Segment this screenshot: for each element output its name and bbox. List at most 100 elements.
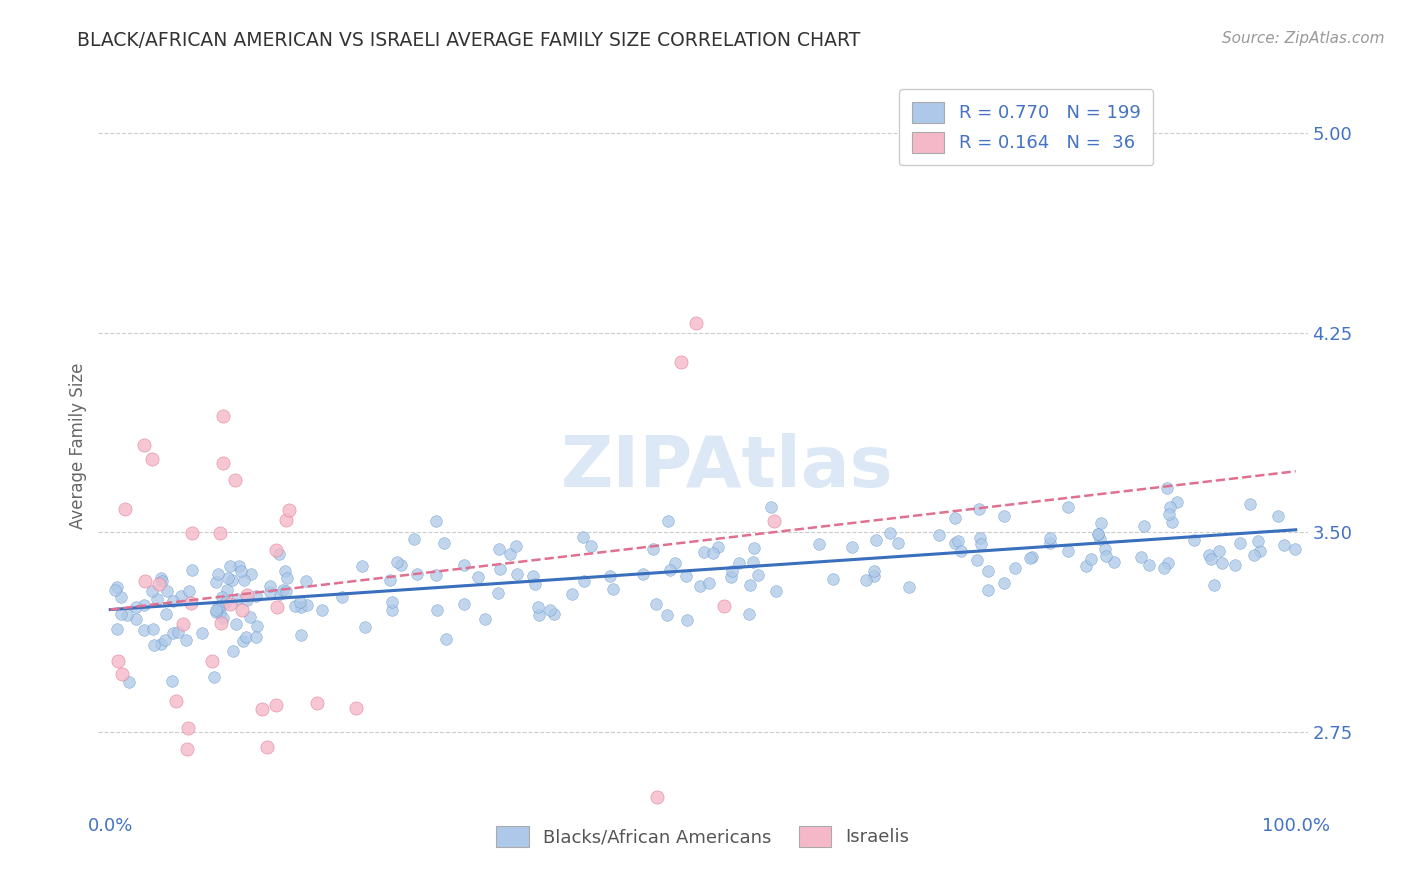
Point — [538, 603, 561, 617]
Point — [1243, 549, 1265, 563]
Point — [107, 654, 129, 668]
Point — [1102, 555, 1125, 569]
Point — [488, 541, 510, 556]
Point — [132, 598, 155, 612]
Point — [523, 577, 546, 591]
Point — [132, 438, 155, 452]
Point — [738, 578, 761, 592]
Point — [174, 633, 197, 648]
Point — [467, 570, 489, 584]
Point — [969, 531, 991, 545]
Point — [713, 599, 735, 613]
Text: BLACK/AFRICAN AMERICAN VS ISRAELI AVERAGE FAMILY SIZE CORRELATION CHART: BLACK/AFRICAN AMERICAN VS ISRAELI AVERAG… — [77, 31, 860, 50]
Point — [205, 605, 228, 619]
Point — [233, 573, 256, 587]
Point — [150, 574, 173, 589]
Text: ZIPAtlas: ZIPAtlas — [561, 434, 893, 502]
Point — [579, 539, 602, 553]
Point — [176, 741, 198, 756]
Point — [141, 452, 163, 467]
Point — [522, 569, 544, 583]
Point — [290, 628, 312, 642]
Point — [132, 623, 155, 637]
Point — [162, 626, 184, 640]
Point — [425, 514, 447, 528]
Point — [707, 540, 730, 554]
Point — [1153, 561, 1175, 575]
Point — [1080, 551, 1102, 566]
Point — [141, 584, 163, 599]
Point — [855, 573, 877, 587]
Point — [274, 512, 297, 526]
Point — [350, 559, 373, 574]
Point — [1057, 500, 1080, 514]
Point — [202, 670, 225, 684]
Point — [235, 630, 257, 644]
Point — [967, 501, 990, 516]
Point — [645, 790, 668, 805]
Point — [1129, 550, 1152, 565]
Point — [385, 555, 408, 569]
Point — [1088, 532, 1111, 546]
Point — [153, 633, 176, 648]
Point — [685, 316, 707, 330]
Point — [434, 632, 457, 646]
Point — [266, 600, 288, 615]
Point — [1133, 518, 1156, 533]
Point — [1208, 544, 1230, 558]
Point — [433, 536, 456, 550]
Point — [572, 530, 595, 544]
Point — [1223, 558, 1246, 573]
Point — [150, 571, 173, 585]
Point — [1166, 495, 1188, 509]
Point — [212, 611, 235, 625]
Point — [821, 572, 844, 586]
Point — [1239, 497, 1261, 511]
Point — [269, 587, 291, 601]
Point — [1160, 515, 1182, 529]
Point — [977, 564, 1000, 578]
Point — [274, 583, 297, 598]
Point — [1004, 560, 1026, 574]
Point — [697, 575, 720, 590]
Point — [264, 698, 287, 712]
Point — [267, 547, 290, 561]
Point — [181, 563, 204, 577]
Point — [224, 473, 246, 487]
Point — [1039, 536, 1062, 550]
Point — [689, 579, 711, 593]
Point — [1201, 552, 1223, 566]
Point — [928, 527, 950, 541]
Point — [865, 533, 887, 548]
Point — [1198, 548, 1220, 562]
Point — [245, 631, 267, 645]
Point — [211, 598, 233, 612]
Point — [505, 539, 527, 553]
Point — [499, 547, 522, 561]
Point — [218, 559, 240, 574]
Point — [561, 587, 583, 601]
Legend: Blacks/African Americans, Israelis: Blacks/African Americans, Israelis — [489, 819, 917, 854]
Point — [474, 611, 496, 625]
Point — [225, 617, 247, 632]
Point — [239, 566, 262, 581]
Point — [1090, 516, 1112, 530]
Point — [264, 543, 287, 558]
Point — [215, 595, 238, 609]
Point — [742, 541, 765, 556]
Point — [453, 597, 475, 611]
Point — [259, 579, 281, 593]
Point — [741, 555, 763, 569]
Point — [290, 600, 312, 615]
Point — [207, 599, 229, 614]
Point — [645, 597, 668, 611]
Point — [389, 558, 412, 572]
Point — [105, 580, 128, 594]
Point — [162, 593, 184, 607]
Point — [205, 603, 228, 617]
Point — [1021, 550, 1043, 565]
Point — [633, 566, 655, 581]
Point — [231, 603, 253, 617]
Text: Source: ZipAtlas.com: Source: ZipAtlas.com — [1222, 31, 1385, 46]
Point — [898, 580, 921, 594]
